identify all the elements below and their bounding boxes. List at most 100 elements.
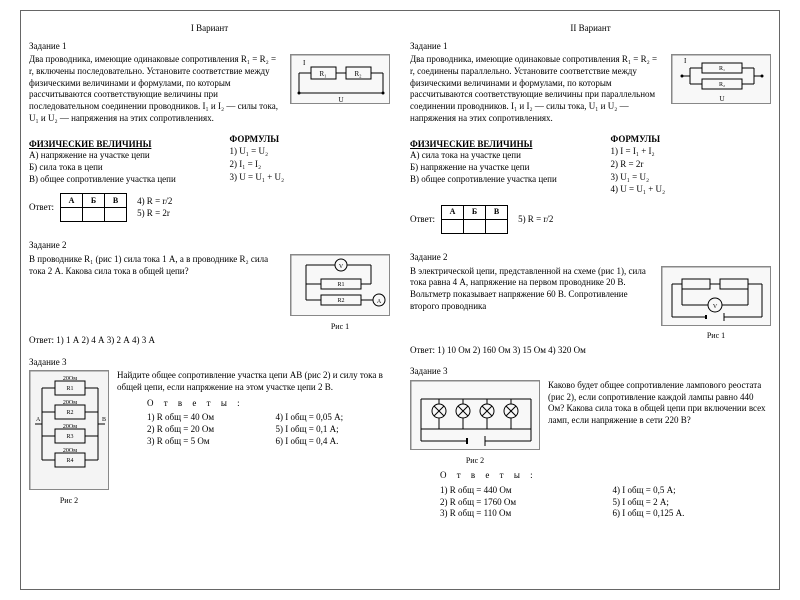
variant-2-column: II Вариант Задание 1 Два проводника, име… — [410, 19, 771, 581]
v1-task1-row: Два проводника, имеющие одинаковые сопро… — [29, 54, 390, 128]
v1-ans-4: 4) I общ = 0,05 А; — [276, 412, 391, 424]
svg-text:R4: R4 — [66, 458, 73, 464]
v2-ans-5: 5) I общ = 2 А; — [613, 497, 772, 509]
v2-formula-4: 4) U = U₁ + U₂ — [611, 184, 772, 196]
worksheet-page: I Вариант Задание 1 Два проводника, имею… — [20, 10, 780, 590]
v1-task3-body: Найдите общее сопротивление участка цепи… — [117, 370, 390, 393]
v1-th-c: В — [105, 194, 127, 208]
v2-task3-row: Рис 2 Каково будет общее сопротивление л… — [410, 380, 771, 466]
series-meter-diagram: V — [661, 266, 771, 326]
v1-form-heading: ФОРМУЛЫ — [230, 134, 391, 146]
v2-task3-heading: Задание 3 — [410, 366, 771, 378]
svg-text:A: A — [377, 299, 382, 305]
svg-text:R₂: R₂ — [354, 70, 362, 78]
svg-text:B: B — [102, 417, 106, 423]
series-circuit-diagram: R₁ R₂ I U — [290, 54, 390, 104]
v2-ans-4: 4) I общ = 0,5 А; — [613, 485, 772, 497]
svg-text:R1: R1 — [337, 282, 344, 288]
v1-task3-answers: О т в е т ы : 1) R общ = 40 Ом 4) I общ … — [147, 398, 390, 448]
v2-formula-2: 2) R = 2r — [611, 159, 772, 171]
svg-text:R₂: R₂ — [719, 82, 725, 88]
v1-task2-heading: Задание 2 — [29, 240, 390, 252]
v1-answer-row: Ответ: АБВ 4) R = r/2 5) R = 2r — [29, 189, 390, 226]
svg-text:R2: R2 — [337, 298, 344, 304]
parallel-circuit-diagram: V R1 R2 A — [290, 254, 390, 316]
svg-text:20Ом: 20Ом — [63, 424, 77, 430]
v2-answer-row: Ответ: АБВ 5) R = r/2 — [410, 201, 771, 238]
v1-phys-a: А) напряжение на участке цепи — [29, 150, 190, 162]
v2-answer-label: Ответ: — [410, 214, 435, 226]
v2-ans-2: 2) R общ = 1760 Ом — [440, 497, 599, 509]
v1-phys-c: В) общее сопротивление участка цепи — [29, 174, 190, 186]
v1-th-a: А — [61, 194, 83, 208]
v1-formula-1: 1) U₁ = U₂ — [230, 146, 391, 158]
lamp-rheostat-diagram — [410, 380, 540, 450]
v2-th-a: А — [442, 205, 464, 219]
v1-matching-block: ФИЗИЧЕСКИЕ ВЕЛИЧИНЫ А) напряжение на уча… — [29, 133, 390, 186]
v1-answer-label: Ответ: — [29, 202, 54, 214]
v1-task3-ans-title: О т в е т ы : — [147, 398, 390, 410]
v1-task3-fig: Рис 2 — [29, 496, 109, 506]
v1-th-b: Б — [83, 194, 105, 208]
v1-formula-3: 3) U = U₁ + U₂ — [230, 172, 391, 184]
v1-task2-fig: Рис 1 — [290, 322, 390, 332]
v2-phys-a: А) сила тока на участке цепи — [410, 150, 571, 162]
v1-formula-2: 2) I₁ = I₂ — [230, 159, 391, 171]
variant-2-title: II Вариант — [410, 23, 771, 35]
v2-formula-3: 3) U₁ = U₂ — [611, 172, 772, 184]
v2-phys-heading: ФИЗИЧЕСКИЕ ВЕЛИЧИНЫ — [410, 139, 571, 151]
v2-phys-b: Б) напряжение на участке цепи — [410, 162, 571, 174]
svg-text:20Ом: 20Ом — [63, 376, 77, 382]
svg-text:U: U — [719, 95, 724, 103]
v2-phys-c: В) общее сопротивление участка цепи — [410, 174, 571, 186]
v1-answer-table: АБВ — [60, 193, 127, 222]
v2-task2-fig: Рис 1 — [661, 331, 771, 341]
svg-text:R1: R1 — [66, 386, 73, 392]
v2-task3-fig: Рис 2 — [410, 456, 540, 466]
v1-formula-5: 5) R = 2r — [137, 208, 172, 220]
v1-ans-1: 1) R общ = 40 Ом — [147, 412, 262, 424]
v1-task2-answers: Ответ: 1) 1 А 2) 4 А 3) 2 А 4) 3 А — [29, 335, 390, 347]
parallel-r-diagram: R₁ R₂ IU — [671, 54, 771, 104]
v2-task2-heading: Задание 2 — [410, 252, 771, 264]
v1-phys-heading: ФИЗИЧЕСКИЕ ВЕЛИЧИНЫ — [29, 139, 190, 151]
v1-task2-row: В проводнике R₁ (рис 1) сила тока 1 А, а… — [29, 254, 390, 332]
v2-formula-1: 1) I = I₁ + I₂ — [611, 146, 772, 158]
v1-task3-heading: Задание 3 — [29, 357, 390, 369]
v1-ans-3: 3) R общ = 5 Ом — [147, 436, 262, 448]
variant-1-column: I Вариант Задание 1 Два проводника, имею… — [29, 19, 390, 581]
svg-text:R3: R3 — [66, 434, 73, 440]
v2-task2-answers: Ответ: 1) 10 Ом 2) 160 Ом 3) 15 Ом 4) 32… — [410, 345, 771, 357]
svg-text:V: V — [713, 304, 718, 310]
svg-text:R₁: R₁ — [719, 66, 725, 72]
variant-1-title: I Вариант — [29, 23, 390, 35]
resistor-network-diagram: 20Ом R1 20Ом R2 20Ом R3 20Ом R4 A B — [29, 370, 109, 490]
v2-task3-answers: О т в е т ы : 1) R общ = 440 Ом 4) I общ… — [440, 470, 771, 520]
v2-task1-heading: Задание 1 — [410, 41, 771, 53]
v2-ans-3: 3) R общ = 110 Ом — [440, 508, 599, 520]
v2-th-b: Б — [464, 205, 486, 219]
v2-task1-row: Два проводника, имеющие одинаковые сопро… — [410, 54, 771, 128]
v2-th-c: В — [486, 205, 508, 219]
v2-task3-body: Каково будет общее сопротивление лампово… — [548, 380, 771, 427]
svg-text:U: U — [338, 96, 343, 104]
v2-answer-table: АБВ — [441, 205, 508, 234]
v1-ans-2: 2) R общ = 20 Ом — [147, 424, 262, 436]
v1-formula-4: 4) R = r/2 — [137, 196, 172, 208]
v1-ans-6: 6) I общ = 0,4 А. — [276, 436, 391, 448]
svg-text:20Ом: 20Ом — [63, 400, 77, 406]
v2-ans-6: 6) I общ = 0,125 А. — [613, 508, 772, 520]
svg-text:20Ом: 20Ом — [63, 448, 77, 454]
v2-formula-5: 5) R = r/2 — [518, 214, 553, 226]
v1-ans-5: 5) I общ = 0,1 А; — [276, 424, 391, 436]
v1-task1-body: Два проводника, имеющие одинаковые сопро… — [29, 54, 282, 124]
v1-phys-b: Б) сила тока в цепи — [29, 162, 190, 174]
v2-task2-body: В электрической цепи, представленной на … — [410, 266, 653, 313]
svg-text:R2: R2 — [66, 410, 73, 416]
v2-form-heading: ФОРМУЛЫ — [611, 134, 772, 146]
v1-task3-row: 20Ом R1 20Ом R2 20Ом R3 20Ом R4 A B Рис 2 Най… — [29, 370, 390, 506]
v2-task1-body: Два проводника, имеющие одинаковые сопро… — [410, 54, 663, 124]
svg-text:A: A — [36, 417, 41, 423]
svg-text:R₁: R₁ — [319, 70, 326, 78]
v2-task3-ans-title: О т в е т ы : — [440, 470, 771, 482]
